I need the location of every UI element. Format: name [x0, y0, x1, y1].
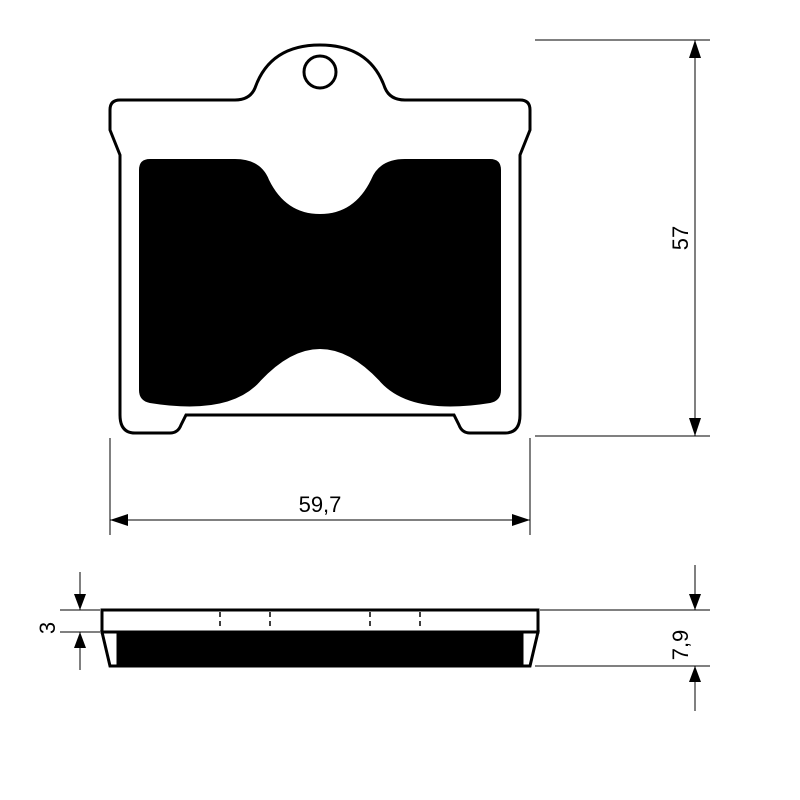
dimension-width-label: 59,7: [299, 492, 342, 517]
side-friction-material: [118, 632, 522, 666]
dimension-backing-thickness: 3: [35, 572, 100, 670]
front-view: [110, 45, 530, 433]
side-view: [102, 610, 538, 666]
dimension-backing-label: 3: [35, 622, 60, 634]
side-backing-plate: [102, 610, 538, 632]
side-bevel-right: [522, 632, 538, 666]
dimension-total-label: 7,9: [668, 630, 693, 661]
technical-drawing: 59,7 57 3: [0, 0, 800, 800]
dimension-width: 59,7: [110, 438, 530, 535]
dimension-total-thickness: 7,9: [535, 565, 710, 711]
dimension-height-label: 57: [668, 226, 693, 250]
dimension-height: 57: [535, 40, 710, 436]
side-bevel-left: [102, 632, 118, 666]
mounting-hole: [304, 56, 336, 88]
